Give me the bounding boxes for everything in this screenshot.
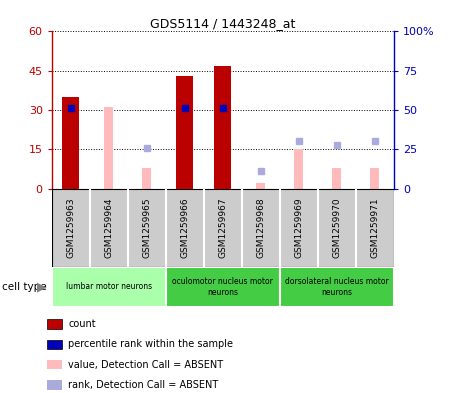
Bar (104, 107, 113, 189)
Bar (256, 184, 265, 189)
Text: GSM1259965: GSM1259965 (142, 198, 151, 258)
Bar (52, 267, 166, 307)
Bar (166, 267, 280, 307)
Bar (62, 97, 79, 189)
Text: dorsolateral nucleus motor
neurons: dorsolateral nucleus motor neurons (285, 277, 389, 297)
Text: cell type: cell type (2, 282, 47, 292)
Text: GSM1259970: GSM1259970 (332, 198, 341, 258)
Text: GSM1259968: GSM1259968 (256, 198, 265, 258)
Bar (142, 168, 152, 189)
Bar (47, 360, 62, 369)
Text: percentile rank within the sample: percentile rank within the sample (68, 339, 234, 349)
Title: GDS5114 / 1443248_at: GDS5114 / 1443248_at (150, 17, 296, 30)
Text: ▶: ▶ (37, 280, 47, 294)
Bar (370, 168, 379, 189)
Bar (280, 267, 394, 307)
Text: count: count (68, 319, 96, 329)
Text: GSM1259963: GSM1259963 (66, 198, 75, 258)
Bar (47, 319, 62, 329)
Text: GSM1259964: GSM1259964 (104, 198, 113, 258)
Text: GSM1259967: GSM1259967 (218, 198, 227, 258)
Text: GSM1259966: GSM1259966 (180, 198, 189, 258)
Bar (214, 66, 231, 189)
Text: GSM1259969: GSM1259969 (294, 198, 303, 258)
Bar (176, 76, 194, 189)
Bar (47, 340, 62, 349)
Text: rank, Detection Call = ABSENT: rank, Detection Call = ABSENT (68, 380, 219, 390)
Bar (332, 168, 342, 189)
Bar (218, 186, 227, 189)
Bar (294, 149, 303, 189)
Text: GSM1259971: GSM1259971 (370, 198, 379, 258)
Text: lumbar motor neurons: lumbar motor neurons (66, 283, 152, 291)
Bar (47, 380, 62, 390)
Text: value, Detection Call = ABSENT: value, Detection Call = ABSENT (68, 360, 224, 370)
Text: oculomotor nucleus motor
neurons: oculomotor nucleus motor neurons (172, 277, 273, 297)
